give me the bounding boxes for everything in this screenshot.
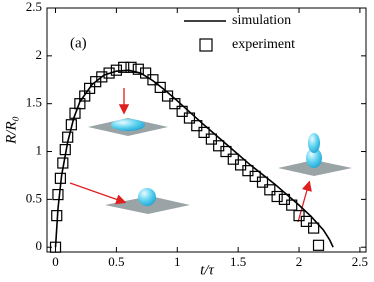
experiment-marker [62,131,74,143]
experiment-marker [110,64,123,76]
y-tick-label: 2 [36,47,43,62]
experiment-marker [161,90,174,102]
experiment-marker [57,157,69,169]
experiment-marker [49,241,62,253]
plot-frame [46,7,367,253]
x-tick-label: 0.5 [108,254,124,269]
legend-marker [199,38,213,52]
x-tick-label: 2.5 [352,254,368,269]
experiment-marker [169,98,181,110]
experiment-marker [191,120,203,132]
experiment-marker [256,176,269,188]
x-tick-label: 2 [296,254,303,269]
experiment-marker [51,210,63,222]
y-tick-label: 0.5 [26,190,42,205]
experiment-marker [183,112,196,124]
arrow [69,182,127,205]
legend-label: experiment [232,37,295,52]
simulation-line [54,69,334,248]
experiment-marker [278,193,291,205]
experiment-marker [308,222,320,234]
panel-label: (a) [70,35,87,51]
experiment-marker [154,81,166,94]
experiment-marker [234,159,247,171]
x-tick-label: 0 [52,254,59,269]
experiment-marker [312,239,325,251]
experiment-marker [96,71,108,83]
experiment-marker [132,63,144,75]
experiment-marker [65,119,77,131]
experiment-marker [205,133,217,145]
inset-pancake [88,118,168,136]
experiment-marker [249,170,261,183]
experiment-marker [227,153,239,165]
experiment-marker [220,145,232,158]
experiment-marker [293,210,305,222]
experiment-marker [59,144,71,156]
experiment-marker [242,165,254,177]
experiment-marker [271,190,283,203]
y-axis-label: R/R₀ [3,116,19,145]
y-tick-label: 1.5 [26,95,42,110]
arrow [297,180,312,223]
legend-label: simulation [232,13,291,28]
x-axis-label: t/τ [200,262,214,278]
experiment-marker [118,61,130,73]
experiment-marker [213,140,225,152]
experiment-marker [147,74,159,86]
experiment-marker [300,215,312,227]
experiment-marker [52,188,64,201]
x-tick-label: 1 [174,254,181,269]
experiment-marker [286,199,298,211]
experiment-marker [125,61,137,73]
experiment-marker [84,82,96,94]
experiment-marker [198,126,210,138]
x-tick-label: 1.5 [230,254,246,269]
y-tick-label: 2.5 [26,0,42,14]
inset-column [278,133,352,176]
y-tick-label: 1 [36,143,43,158]
experiment-marker [176,105,188,117]
y-tick-label: 0 [36,238,43,253]
experiment-marker [264,184,276,196]
inset-sphere [105,188,190,214]
experiment-marker [103,67,115,79]
experiment-marker [54,172,66,184]
experiment-marker [140,67,152,79]
